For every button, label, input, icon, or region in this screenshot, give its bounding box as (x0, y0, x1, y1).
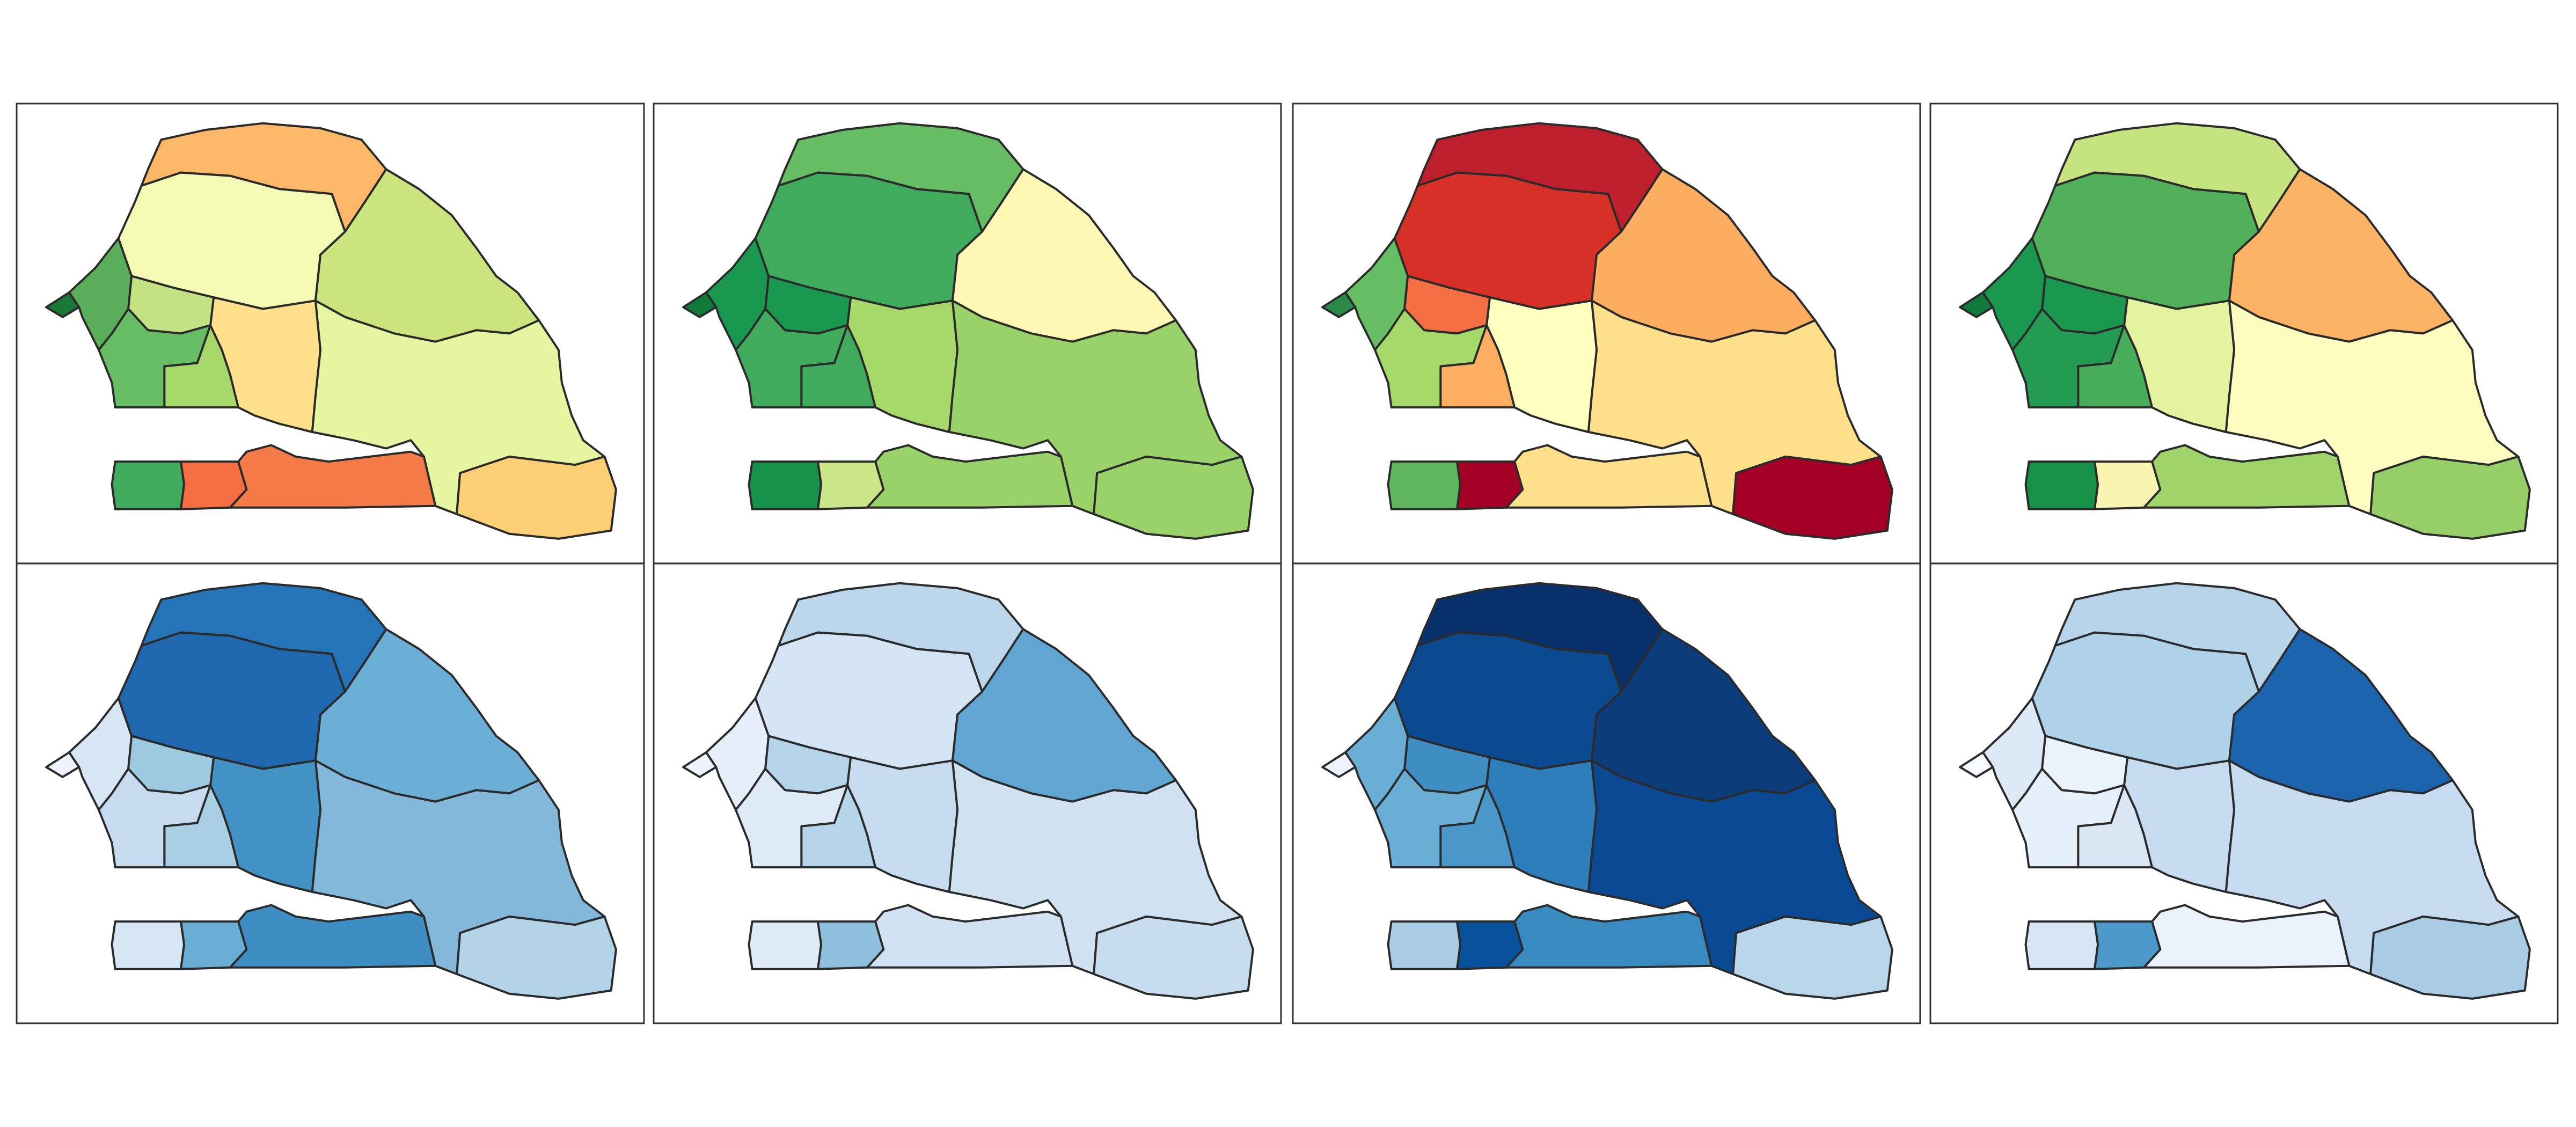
region (1732, 455, 1893, 540)
region (866, 444, 1074, 509)
panel-frame (653, 562, 1282, 1024)
region (2369, 915, 2531, 1000)
panel-frame (1292, 562, 1921, 1024)
region (1093, 455, 1254, 540)
map-panel (16, 103, 645, 565)
map-panel (653, 562, 1282, 1024)
region (229, 904, 437, 969)
region (2024, 920, 2099, 970)
region (2369, 455, 2531, 540)
region (2142, 904, 2351, 969)
region (1732, 915, 1893, 1000)
panel-frame (16, 562, 645, 1024)
region (456, 455, 617, 540)
region (229, 444, 437, 509)
region (1387, 460, 1462, 510)
map-panel (1929, 103, 2559, 565)
region (1505, 904, 1713, 969)
map-panel (1929, 562, 2559, 1024)
region (1387, 920, 1462, 970)
region (1505, 444, 1713, 509)
panel-frame (1929, 562, 2559, 1024)
region (111, 920, 186, 970)
region (456, 915, 617, 1000)
map-panel (653, 103, 1282, 565)
region (748, 920, 823, 970)
map-panel (16, 562, 645, 1024)
map-panel (1292, 103, 1921, 565)
region (2024, 460, 2099, 510)
region (111, 460, 186, 510)
region (1093, 915, 1254, 1000)
region (2142, 444, 2351, 509)
region (748, 460, 823, 510)
region (866, 904, 1074, 969)
map-panel (1292, 562, 1921, 1024)
